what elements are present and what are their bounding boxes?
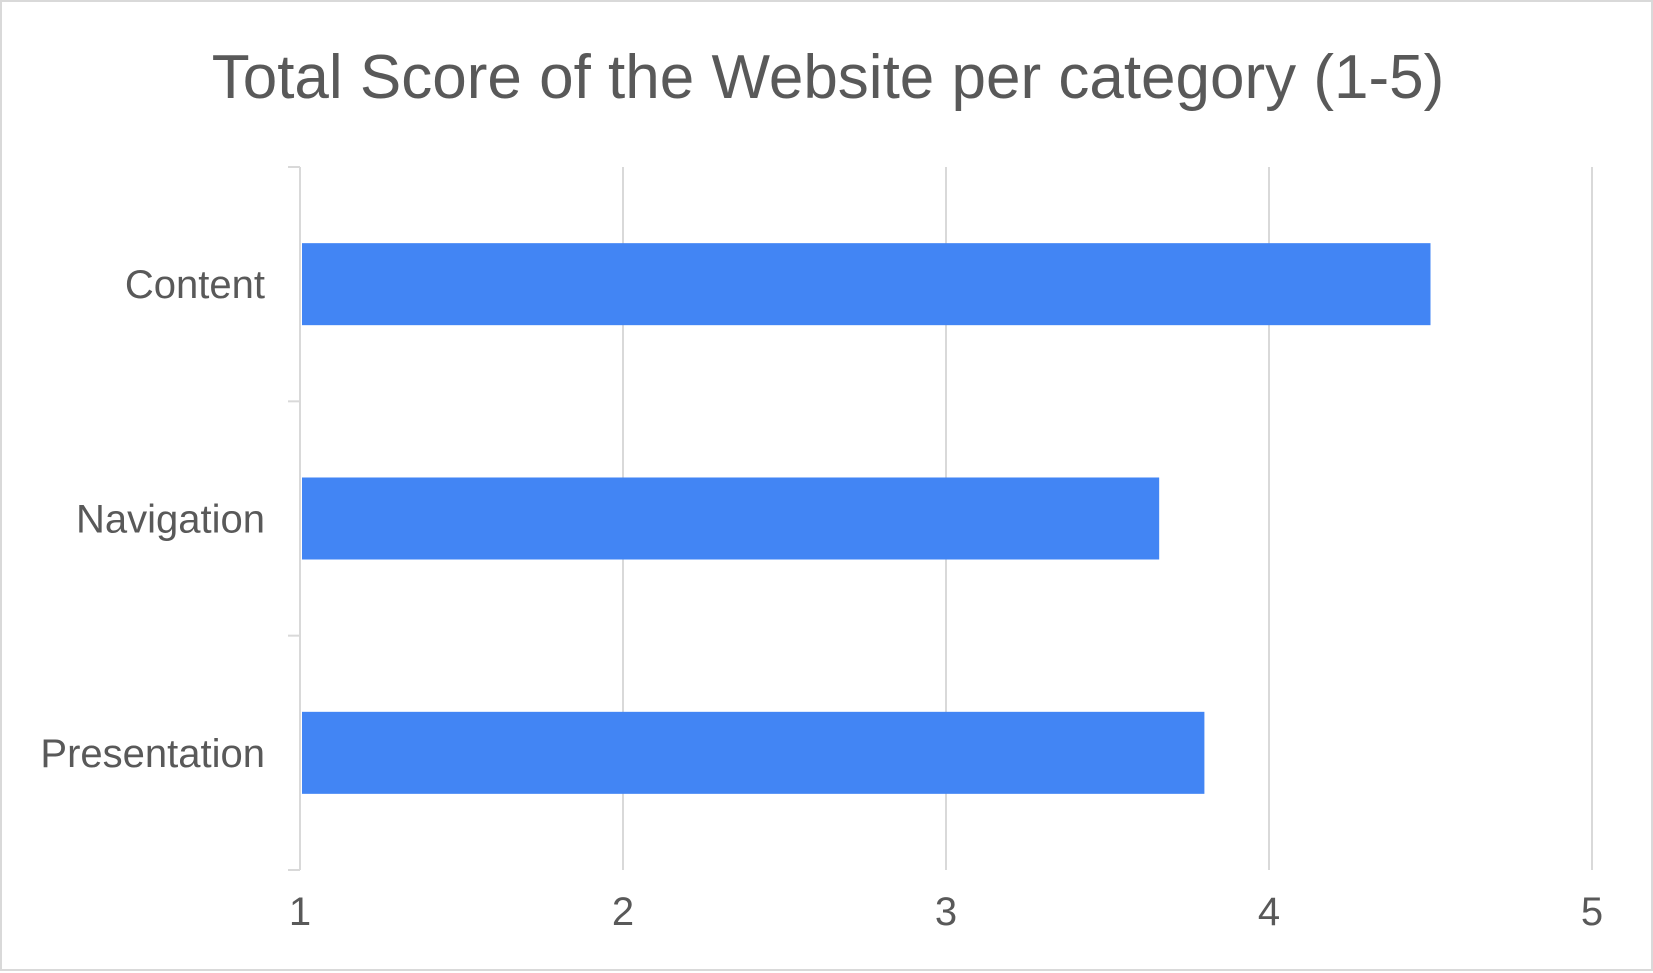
category-labels: Content Navigation Presentation <box>40 263 265 776</box>
x-tick-labels: 1 2 3 4 5 <box>289 890 1603 934</box>
x-tick-label-1: 1 <box>289 890 311 934</box>
chart-title: Total Score of the Website per category … <box>212 43 1445 112</box>
category-label-presentation: Presentation <box>40 732 265 776</box>
bar-presentation <box>302 711 1205 794</box>
bars <box>302 243 1431 794</box>
x-tick-label-3: 3 <box>935 890 957 934</box>
category-label-content: Content <box>125 263 265 307</box>
category-label-navigation: Navigation <box>76 498 265 542</box>
bar-content <box>302 243 1431 326</box>
x-tick-label-4: 4 <box>1258 890 1280 934</box>
x-tick-label-5: 5 <box>1581 890 1603 934</box>
category-axis <box>288 166 301 871</box>
x-tick-label-2: 2 <box>612 890 634 934</box>
bar-navigation <box>302 477 1160 560</box>
